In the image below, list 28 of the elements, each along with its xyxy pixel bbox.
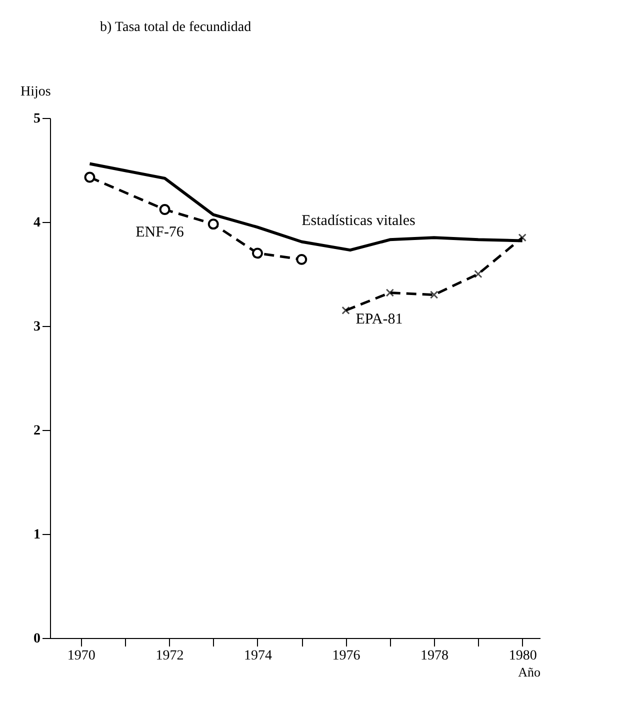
point: [252, 248, 263, 259]
point: [386, 288, 394, 297]
x-tick-label: 1970: [67, 648, 96, 664]
y-tick-label: 0: [34, 632, 40, 646]
series-label: Estadísticas vitales: [302, 212, 416, 229]
y-tick-label: 5: [34, 112, 40, 126]
point: [518, 233, 526, 242]
x-axis-title: Año: [518, 664, 540, 680]
chart-title: b) Tasa total de fecundidad: [100, 20, 252, 35]
point: [474, 270, 482, 278]
y-tick-label: 2: [34, 424, 40, 438]
y-tick-label: 4: [34, 216, 40, 230]
x-tick-label: 1976: [332, 648, 360, 664]
point: [159, 204, 170, 215]
point: [84, 172, 96, 183]
y-tick-label: 1: [34, 528, 40, 542]
point: [296, 254, 308, 265]
x-tick-label: 1974: [244, 648, 272, 664]
x-tick-label: 1978: [420, 648, 449, 664]
x-tick-label: 1980: [508, 648, 537, 664]
y-tick-label: 3: [34, 320, 40, 334]
series-label: ENF-76: [136, 224, 184, 241]
y-axis-title: Hijos: [20, 84, 51, 100]
point: [342, 306, 350, 315]
point: [430, 290, 438, 299]
x-tick-label: 1972: [156, 648, 184, 664]
series-label: EPA-81: [356, 311, 403, 328]
point: [208, 218, 219, 230]
